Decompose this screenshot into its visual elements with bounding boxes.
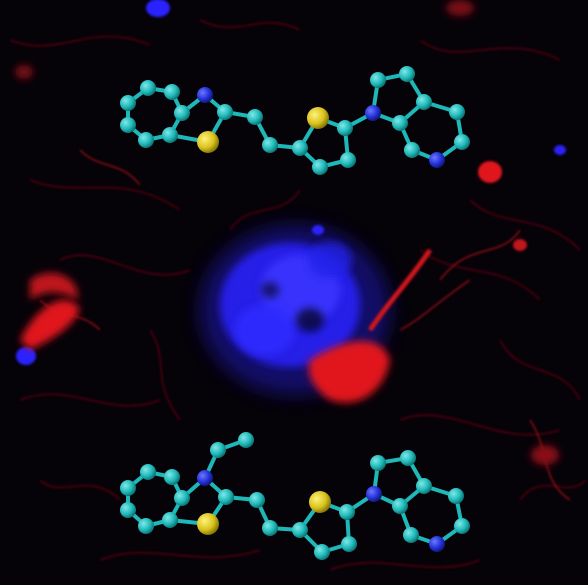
amyloid-plaque bbox=[200, 225, 390, 395]
tau-fibers bbox=[9, 19, 586, 571]
molecule-top-atoms bbox=[120, 66, 470, 175]
tau-tangles bbox=[15, 0, 559, 465]
molecule-bottom-atoms bbox=[120, 432, 470, 560]
molecule-bottom bbox=[120, 432, 470, 560]
molecule-top bbox=[120, 66, 470, 175]
blue-specks bbox=[16, 0, 566, 365]
